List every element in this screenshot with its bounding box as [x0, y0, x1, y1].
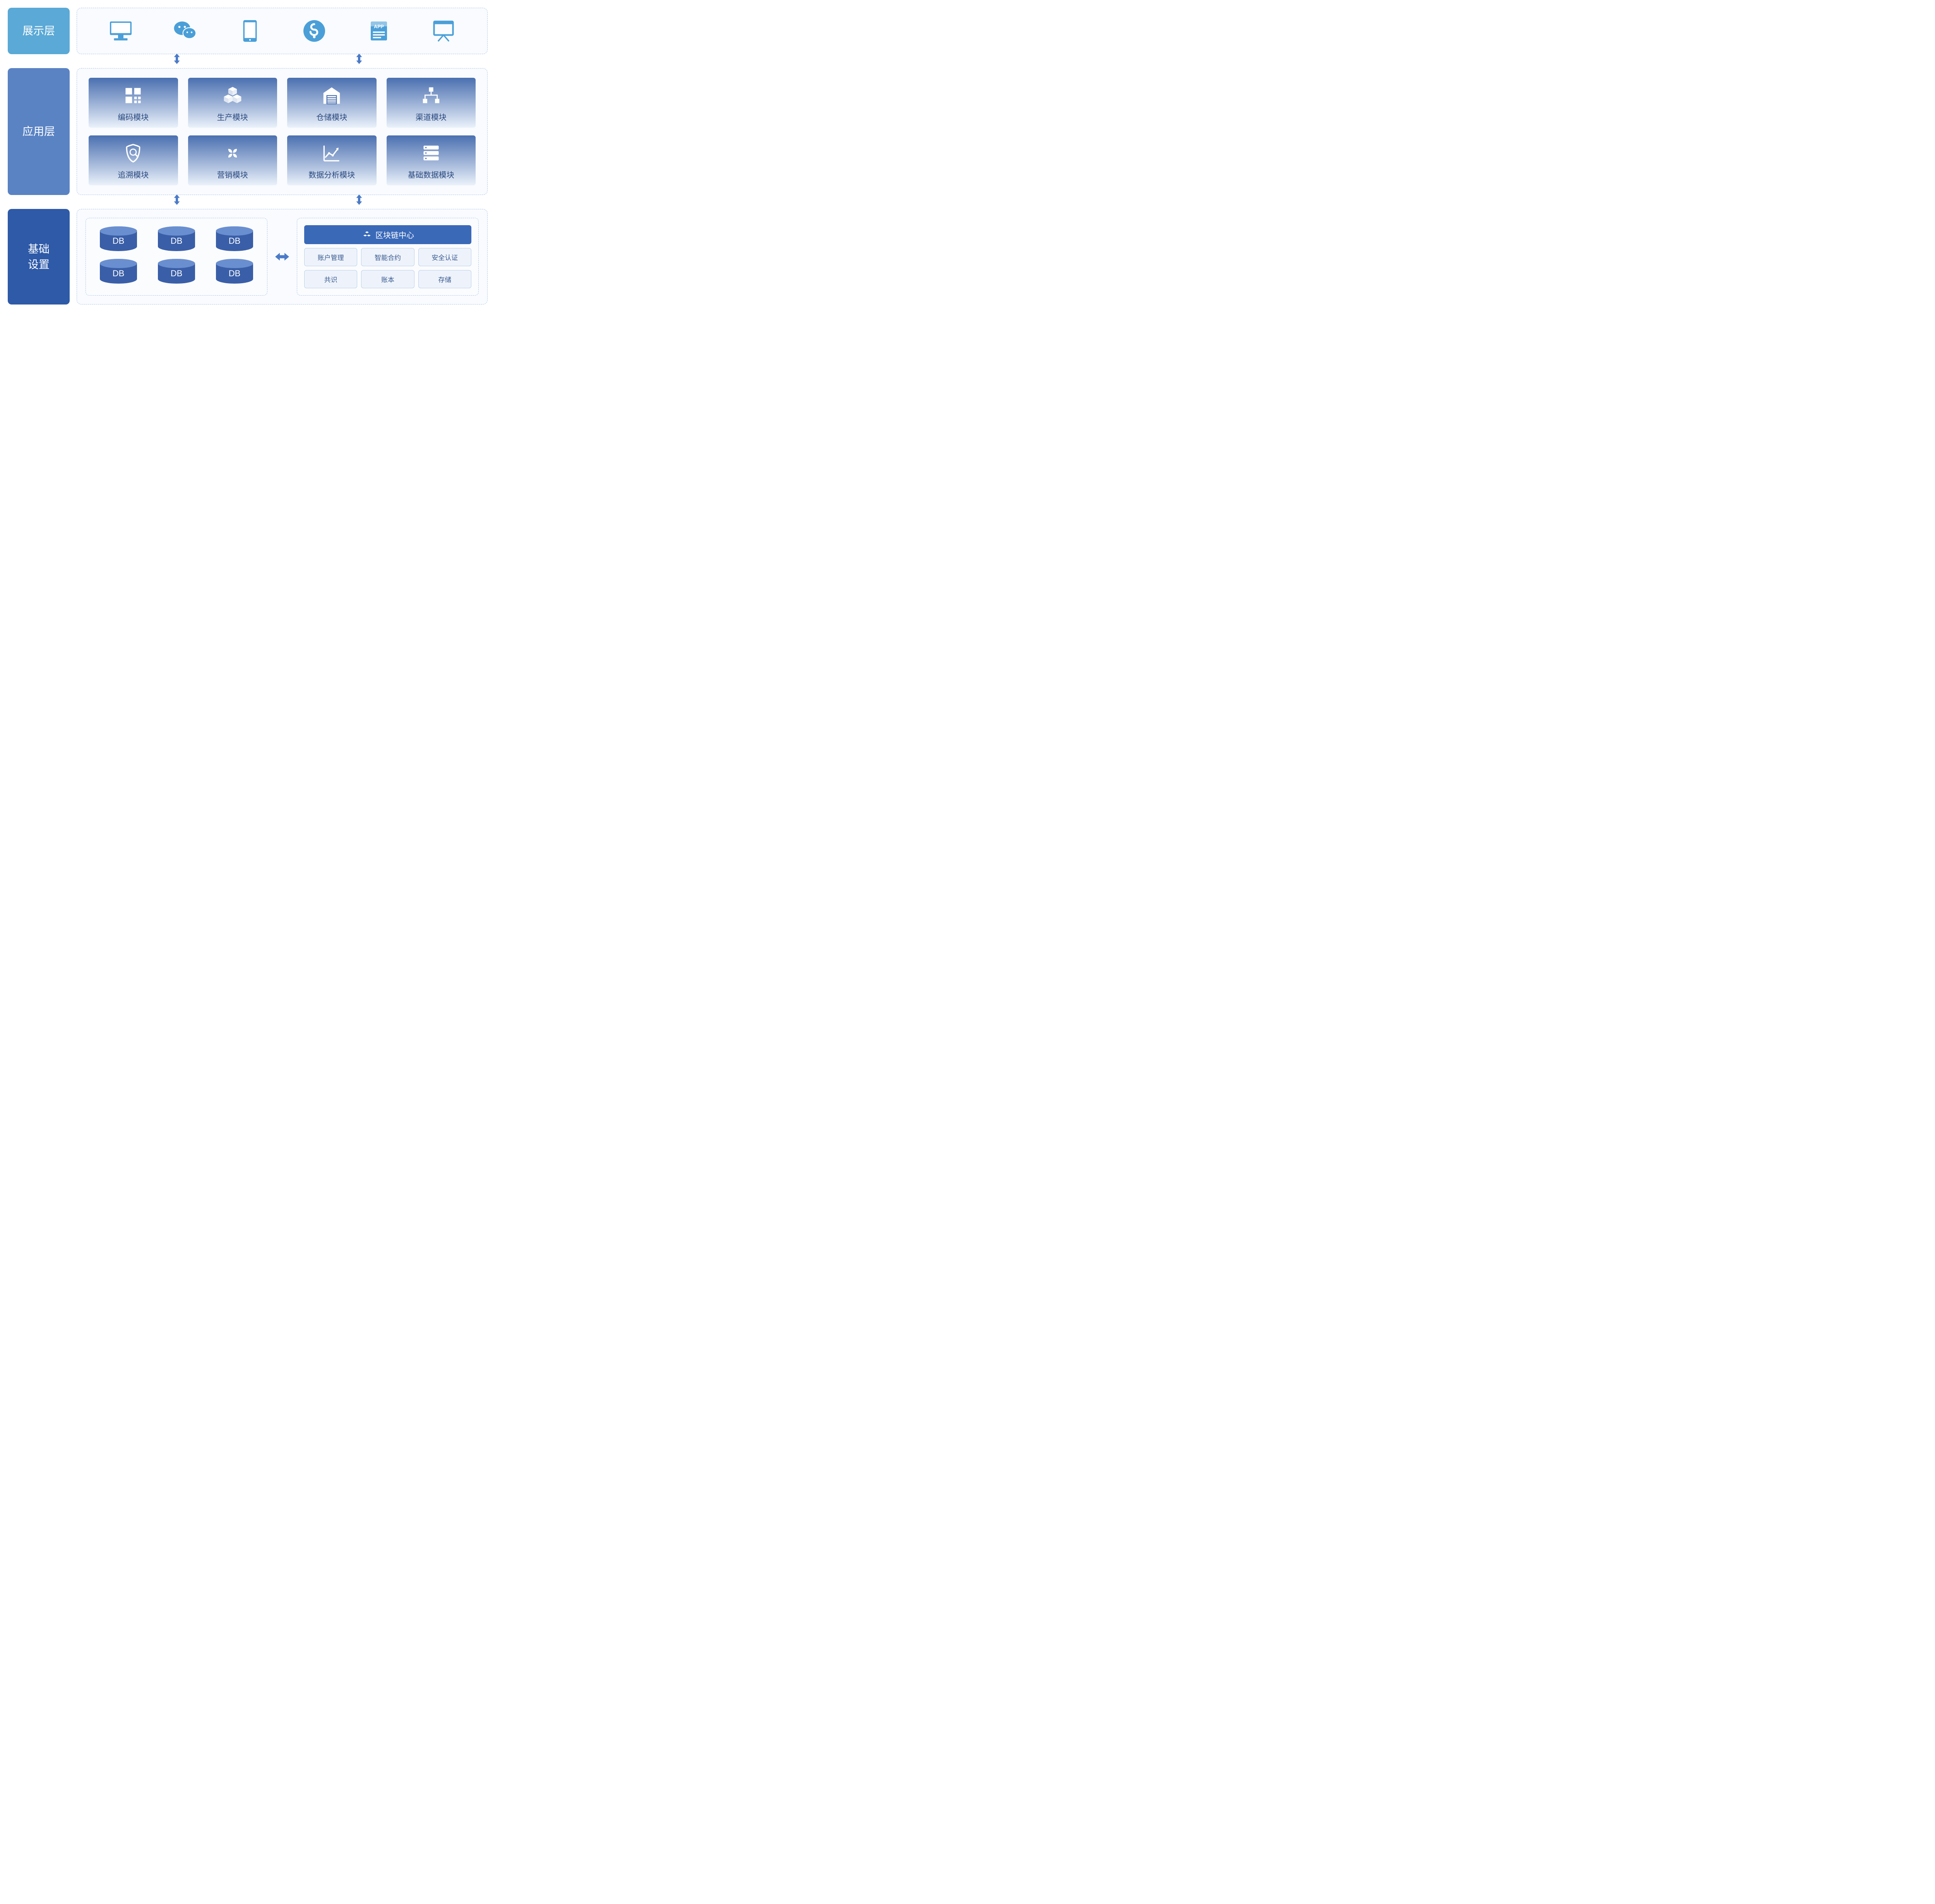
- monitor-icon: [107, 17, 134, 44]
- chart-icon: [321, 142, 342, 164]
- blockchain-header: 区块链中心: [304, 225, 471, 244]
- board-icon: [430, 17, 457, 44]
- module-label: 追溯模块: [118, 169, 149, 180]
- blockchain-header-label: 区块链中心: [375, 229, 414, 240]
- db-cylinder: DB: [209, 258, 260, 285]
- wechat-icon: [172, 17, 199, 44]
- layer-label-application: 应用层: [8, 68, 70, 195]
- svg-text:DB: DB: [113, 269, 125, 278]
- layer-infrastructure: 基础设置 DB DB DB DB DB DB: [8, 209, 488, 305]
- servers-icon: [420, 142, 442, 164]
- svg-text:DB: DB: [229, 269, 241, 278]
- layer-label-presentation: 展示层: [8, 8, 70, 54]
- module-warehouse: 仓储模块: [287, 78, 377, 128]
- arrow-bi-vertical-icon: [353, 191, 365, 208]
- svg-text:DB: DB: [229, 236, 241, 246]
- presentation-content: APP: [77, 8, 488, 54]
- qrcode-icon: [122, 85, 144, 106]
- blockchain-item: 安全认证: [418, 248, 471, 266]
- blockchain-item: 存储: [418, 270, 471, 288]
- arrow-bi-horizontal-icon: [274, 218, 290, 296]
- blockchain-cubes-icon: [361, 229, 372, 240]
- arrow-bi-vertical-icon: [353, 50, 365, 67]
- infrastructure-content: DB DB DB DB DB DB 区块链中心: [77, 209, 488, 305]
- module-tree: 渠道模块: [387, 78, 476, 128]
- db-cylinder: DB: [151, 225, 202, 252]
- db-panel: DB DB DB DB DB DB: [86, 218, 267, 296]
- db-cylinder: DB: [209, 225, 260, 252]
- svg-text:APP: APP: [374, 24, 384, 29]
- module-label: 生产模块: [217, 111, 248, 122]
- app-icon: APP: [365, 17, 392, 44]
- db-cylinder: DB: [151, 258, 202, 285]
- module-shield: 追溯模块: [89, 135, 178, 185]
- tablet-icon: [236, 17, 264, 44]
- module-label: 编码模块: [118, 111, 149, 122]
- cubes-icon: [222, 85, 243, 106]
- module-servers: 基础数据模块: [387, 135, 476, 185]
- miniapp-icon: [301, 17, 328, 44]
- svg-text:DB: DB: [113, 236, 125, 246]
- module-chart: 数据分析模块: [287, 135, 377, 185]
- module-label: 渠道模块: [416, 111, 447, 122]
- module-cubes: 生产模块: [188, 78, 277, 128]
- layer-application: 应用层 编码模块 生产模块 仓储模块 渠道模块追溯模块 营销模块 数据分析模块 基础数据模块: [8, 68, 488, 195]
- module-qrcode: 编码模块: [89, 78, 178, 128]
- blockchain-item: 共识: [304, 270, 357, 288]
- svg-text:DB: DB: [171, 269, 183, 278]
- arrow-bi-vertical-icon: [171, 50, 183, 67]
- module-label: 营销模块: [217, 169, 248, 180]
- blockchain-panel: 区块链中心 账户管理智能合约安全认证共识账本存储: [297, 218, 479, 296]
- tree-icon: [420, 85, 442, 106]
- application-content: 编码模块 生产模块 仓储模块 渠道模块追溯模块 营销模块 数据分析模块 基础数据模块: [77, 68, 488, 195]
- shield-icon: [122, 142, 144, 164]
- arrow-bi-vertical-icon: [171, 191, 183, 208]
- petals-icon: [222, 142, 243, 164]
- blockchain-item: 智能合约: [361, 248, 414, 266]
- module-label: 仓储模块: [316, 111, 347, 122]
- db-cylinder: DB: [93, 225, 144, 252]
- architecture-diagram: 展示层 APP 应用层 编码模块 生产模块 仓储模块 渠道模块追溯模块 营销模块 数据分析…: [8, 8, 488, 305]
- layer-label-infrastructure: 基础设置: [8, 209, 70, 305]
- db-cylinder: DB: [93, 258, 144, 285]
- blockchain-item: 账户管理: [304, 248, 357, 266]
- svg-text:DB: DB: [171, 236, 183, 246]
- module-label: 基础数据模块: [408, 169, 454, 180]
- module-label: 数据分析模块: [308, 169, 355, 180]
- blockchain-item: 账本: [361, 270, 414, 288]
- warehouse-icon: [321, 85, 342, 106]
- module-petals: 营销模块: [188, 135, 277, 185]
- layer-presentation: 展示层 APP: [8, 8, 488, 54]
